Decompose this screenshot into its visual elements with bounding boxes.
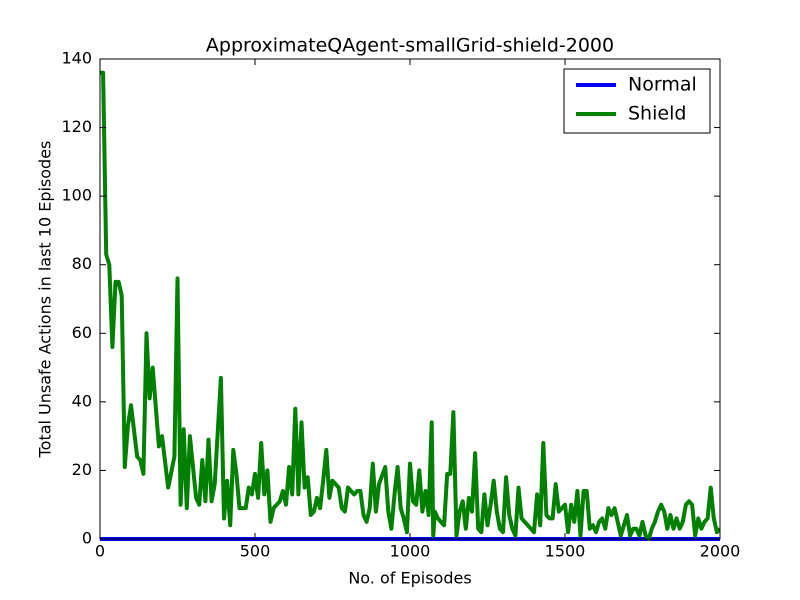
- x-tick-label: 2000: [700, 542, 741, 561]
- x-tick-label: 1500: [545, 542, 586, 561]
- y-tick-label: 100: [61, 186, 92, 205]
- y-tick-label: 140: [61, 49, 92, 68]
- x-tick-label: 0: [95, 542, 105, 561]
- legend-box: [563, 68, 711, 134]
- x-tick-label: 500: [240, 542, 271, 561]
- y-tick-label: 40: [72, 391, 92, 410]
- x-tick-label: 1000: [390, 542, 431, 561]
- y-tick-label: 60: [72, 323, 92, 342]
- y-tick-label: 0: [82, 529, 92, 548]
- y-tick-label: 120: [61, 117, 92, 136]
- y-tick-label: 20: [72, 460, 92, 479]
- legend-label: Shield: [628, 103, 686, 125]
- chart-title: ApproximateQAgent-smallGrid-shield-2000: [206, 35, 614, 57]
- line-series: [100, 70, 720, 541]
- y-axis-label: Total Unsafe Actions in last 10 Episodes: [36, 141, 55, 459]
- legend-label: Normal: [628, 74, 697, 96]
- x-axis-label: No. of Episodes: [348, 569, 471, 588]
- y-tick-label: 80: [72, 254, 92, 273]
